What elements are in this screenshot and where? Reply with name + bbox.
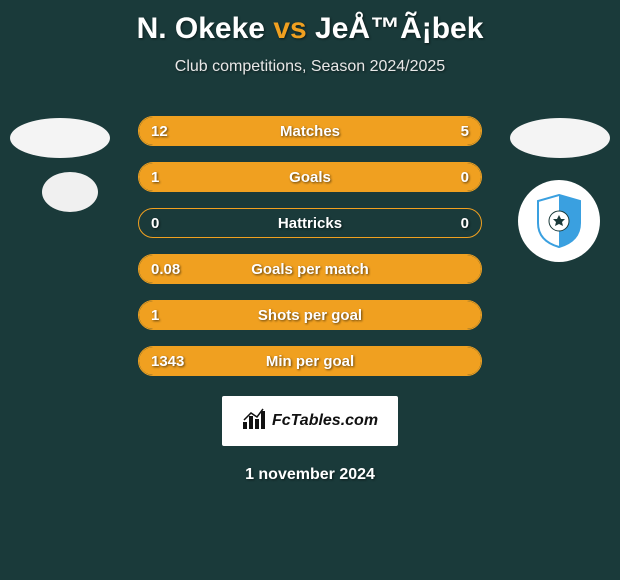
stat-value-left: 0.08 <box>151 261 180 278</box>
stat-label: Matches <box>280 123 340 140</box>
stat-label: Shots per goal <box>258 307 362 324</box>
club-shield-icon <box>534 193 584 249</box>
stat-value-left: 1343 <box>151 353 184 370</box>
brand-chart-icon <box>242 408 268 435</box>
stat-fill-right <box>406 163 481 191</box>
stat-label: Min per goal <box>266 353 354 370</box>
stat-value-right: 0 <box>461 215 469 232</box>
stat-fill-left <box>139 163 406 191</box>
player2-avatar <box>510 118 610 158</box>
stat-label: Goals <box>289 169 331 186</box>
stat-row: 0 Hattricks 0 <box>138 208 482 238</box>
date-text: 1 november 2024 <box>245 466 375 484</box>
page-title: N. Okeke vs JeÅ™Ã¡bek <box>137 12 484 46</box>
player2-name: JeÅ™Ã¡bek <box>315 12 483 45</box>
subtitle: Club competitions, Season 2024/2025 <box>175 58 445 76</box>
brand-bar[interactable]: FcTables.com <box>222 396 398 446</box>
stats-container: 12 Matches 5 1 Goals 0 0 Hattricks 0 0.08 Goals pe… <box>138 116 482 376</box>
stat-value-left: 12 <box>151 123 168 140</box>
player2-club-logo <box>518 180 600 262</box>
vs-word: vs <box>273 12 306 45</box>
stat-row: 1343 Min per goal <box>138 346 482 376</box>
stat-value-left: 0 <box>151 215 159 232</box>
stat-row: 1 Shots per goal <box>138 300 482 330</box>
stat-value-left: 1 <box>151 169 159 186</box>
player1-club-logo <box>42 172 98 212</box>
stat-row: 1 Goals 0 <box>138 162 482 192</box>
stat-value-left: 1 <box>151 307 159 324</box>
stat-row: 0.08 Goals per match <box>138 254 482 284</box>
player1-name: N. Okeke <box>137 12 265 45</box>
player1-avatar <box>10 118 110 158</box>
stat-value-right: 0 <box>461 169 469 186</box>
brand-text: FcTables.com <box>272 412 378 430</box>
stat-label: Goals per match <box>251 261 369 278</box>
stat-value-right: 5 <box>461 123 469 140</box>
stat-label: Hattricks <box>278 215 342 232</box>
stat-row: 12 Matches 5 <box>138 116 482 146</box>
